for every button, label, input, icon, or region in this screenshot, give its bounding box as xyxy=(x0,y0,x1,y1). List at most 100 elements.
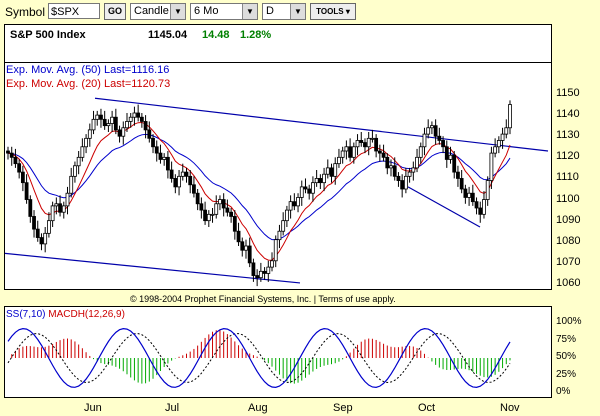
candle-body xyxy=(452,154,457,173)
candle-body xyxy=(199,203,204,211)
month-label: Oct xyxy=(418,402,436,414)
candle-body xyxy=(102,118,107,127)
candle-body xyxy=(430,125,434,129)
candle-body xyxy=(151,137,155,148)
period-select[interactable]: 6 Mo ▼ xyxy=(190,3,258,20)
candle-body xyxy=(426,127,431,135)
candle-body xyxy=(392,165,397,177)
candle-body xyxy=(400,180,405,190)
candle-body xyxy=(136,112,141,118)
go-button[interactable]: GO xyxy=(104,3,126,20)
ss-signal-line xyxy=(7,333,511,383)
candle-body xyxy=(247,245,252,264)
chevron-down-icon: ▼ xyxy=(242,4,257,19)
candle-body xyxy=(232,216,237,232)
candle-body xyxy=(337,156,341,165)
candle-body xyxy=(489,152,494,181)
ss-line xyxy=(7,328,511,388)
candle-body xyxy=(143,121,148,131)
candle-body xyxy=(39,237,44,245)
candle-body xyxy=(255,275,260,279)
candle-body xyxy=(351,146,356,158)
candle-body xyxy=(441,140,445,148)
candle-body xyxy=(415,156,419,169)
candle-body xyxy=(348,146,353,158)
candle-body xyxy=(411,167,416,173)
candle-body xyxy=(50,205,55,222)
candle-body xyxy=(389,165,393,169)
ss-label: SS(7,10) xyxy=(6,309,46,320)
macd-label: MACDH(12,26,9) xyxy=(48,309,125,320)
candle-body xyxy=(110,116,115,124)
candle-body xyxy=(6,150,10,154)
candle-body xyxy=(99,114,103,120)
candle-body xyxy=(147,129,152,139)
indicator-panel xyxy=(4,306,552,398)
indicator-tick-label: 0% xyxy=(556,386,571,397)
support-trendline xyxy=(4,252,301,284)
month-label: Aug xyxy=(248,402,268,414)
candle-body xyxy=(296,197,300,207)
candle-body xyxy=(277,230,282,241)
symbol-input[interactable]: $SPX xyxy=(48,3,100,19)
candle-body xyxy=(363,142,367,148)
candle-body xyxy=(65,192,70,207)
candle-body xyxy=(210,213,215,216)
interval-select[interactable]: D ▼ xyxy=(262,3,306,20)
candle-body xyxy=(437,135,442,141)
symbol-label: Symbol xyxy=(5,5,46,19)
candle-body xyxy=(266,266,271,274)
month-label: Sep xyxy=(333,402,353,414)
candle-body xyxy=(87,129,92,139)
candle-body xyxy=(470,192,475,203)
interval-value: D xyxy=(266,5,274,17)
month-label: Jun xyxy=(84,402,102,414)
last-price: 1145.04 xyxy=(148,29,188,41)
candle-body xyxy=(84,137,88,148)
candle-body xyxy=(195,192,200,205)
candle-body xyxy=(125,121,129,129)
tools-button[interactable]: TOOLS ▾ xyxy=(310,3,356,20)
candle-body xyxy=(132,112,137,118)
candle-body xyxy=(154,146,159,154)
chart-type-select[interactable]: Candle ▼ xyxy=(130,3,186,20)
candle-body xyxy=(139,116,144,122)
copyright-notice[interactable]: © 1998-2004 Prophet Financial Systems, I… xyxy=(130,294,396,304)
indicator-tick-label: 50% xyxy=(556,351,577,362)
candle-body xyxy=(240,241,245,251)
candle-body xyxy=(113,116,118,131)
candle-body xyxy=(206,213,211,222)
candle-body xyxy=(251,262,256,276)
candle-body xyxy=(91,118,96,131)
candle-body xyxy=(76,156,81,167)
candle-body xyxy=(58,203,62,213)
price-tick-label: 1060 xyxy=(556,277,581,289)
month-label: Jul xyxy=(165,402,180,414)
candle-body xyxy=(180,171,185,177)
candle-body xyxy=(467,192,471,198)
candle-body xyxy=(188,175,193,186)
price-tick-label: 1120 xyxy=(556,150,580,163)
candle-body xyxy=(366,137,371,148)
candle-body xyxy=(218,199,222,205)
period-value: 6 Mo xyxy=(194,5,219,17)
ema20-line xyxy=(7,121,511,261)
candle-body xyxy=(281,220,286,232)
candle-body xyxy=(407,171,412,177)
candle-body xyxy=(20,171,25,184)
index-name: S&P 500 Index xyxy=(10,29,86,41)
channel-trendline xyxy=(407,186,481,228)
candle-body xyxy=(236,230,241,243)
indicator-tick-label: 100% xyxy=(556,316,582,327)
candle-body xyxy=(221,199,226,209)
candle-body xyxy=(177,175,181,188)
candle-body xyxy=(508,104,512,129)
ema50-legend: Exp. Mov. Avg. (50) Last=1116.16 xyxy=(6,64,170,76)
candle-body xyxy=(229,211,234,217)
candle-body xyxy=(433,125,438,137)
percent-change: 1.28% xyxy=(240,29,272,41)
candle-body xyxy=(292,201,297,207)
tools-label: TOOLS xyxy=(316,7,344,16)
candle-body xyxy=(418,146,423,158)
